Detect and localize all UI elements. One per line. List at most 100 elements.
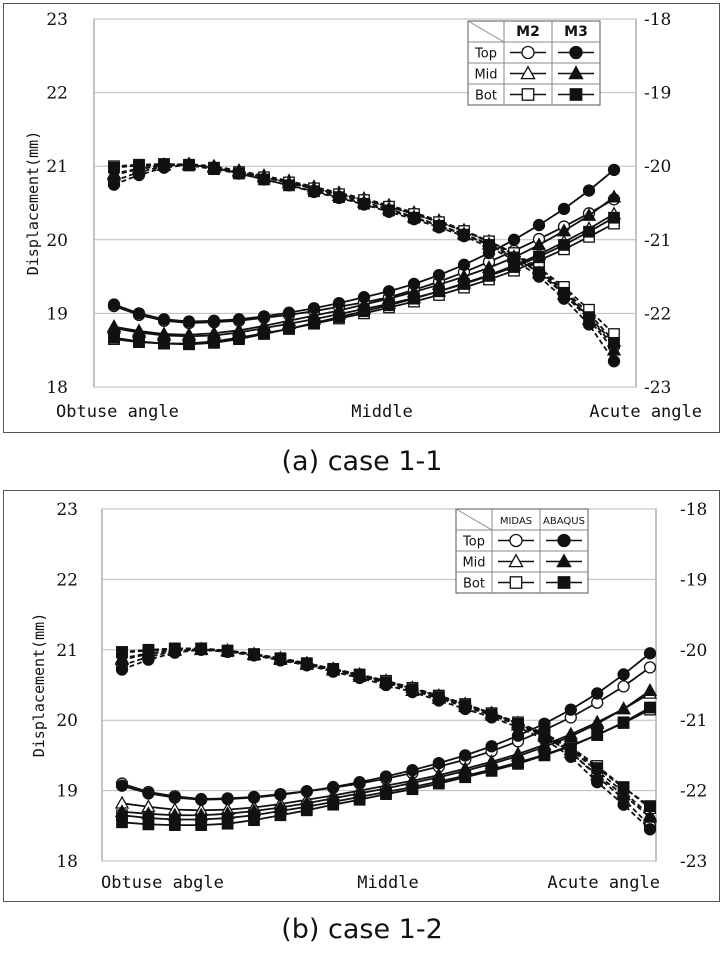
chart-a-point [383,299,395,312]
chart-a-point [558,239,570,251]
chart-b-ytick-right: -21 [680,711,707,731]
chart-a-point [408,211,420,224]
chart-b-point [353,793,366,806]
chart-b-point [114,652,130,666]
chart-a-point [531,237,547,251]
chart-b-legend-marker [556,553,572,568]
chart-b-legend-row-0: Top [462,535,485,550]
chart-a-point [433,285,445,298]
chart-a-point [308,185,320,198]
chart-a-point [532,218,546,232]
chart-b-point [459,749,472,762]
chart-b-legend-marker [557,576,571,589]
chart-b-point [564,703,577,716]
chart-b-point [221,792,234,806]
chart-a-legend-marker [521,88,535,101]
chart-b-ytick-left: 19 [56,782,78,802]
chart-a-point [606,342,622,356]
chart-b-ylabel: Displacement(mm) [30,613,48,758]
chart-a-point [483,269,495,282]
chart-a-point [108,161,120,174]
chart-b-series-5 [116,701,656,831]
chart-b-point [379,770,393,783]
chart-b-point [590,716,605,730]
chart-b-legend: MIDAS ABAQUS Top Mid Bot [455,508,589,594]
chart-a-point [583,225,595,238]
chart-b-point [380,788,392,800]
chart-panel-b: 23 22 21 20 19 18 -18 -19 -20 -21 -22 -23 Displaceme… [3,490,720,902]
chart-a-point [583,311,595,323]
chart-b-point [248,648,260,661]
chart-a-point [106,167,122,181]
chart-b-point [353,669,366,682]
chart-a-series-line [113,163,615,344]
chart-a-legend-marker [521,45,535,60]
chart-b-point [432,691,445,703]
chart-b-point [591,687,604,700]
chart-b-point [406,783,419,796]
chart-a-point [608,336,620,349]
chart-b-point [591,729,604,741]
chart-a-point [358,305,370,318]
chart-a-ylabel: Displacement(mm) [24,131,42,276]
chart-b-legend-marker [508,553,524,568]
chart-b-legend-row-1: Mid [462,556,485,571]
chart-a-ytick-left: 23 [46,10,68,30]
chart-a-point [607,355,621,368]
chart-a-ytick-left: 18 [46,378,68,398]
chart-a-series-11 [108,158,620,349]
chart-b-point [642,809,658,823]
chart-b-point [432,756,445,770]
chart-a-legend-marker [569,45,583,60]
chart-b-ytick-right: -18 [680,500,707,520]
chart-b-point [617,668,630,681]
chart-a-point [458,278,470,290]
chart-b-point [459,771,472,784]
chart-a-ytick-right: -22 [644,304,671,324]
chart-b-point [538,728,551,741]
chart-a-point [383,204,395,217]
chart-b-point [485,740,498,753]
chart-b-series-11 [116,643,656,812]
chart-a-ytick-left: 21 [46,157,68,177]
chart-a-legend-row-2: Bot [475,89,497,104]
chart-a-point [207,314,221,327]
chart-b-series-3 [115,647,657,806]
chart-b-point [512,757,524,770]
chart-b-legend-marker [509,576,523,589]
chart-b-ytick-left: 20 [56,711,78,731]
chart-a-point [333,191,345,203]
chart-b-point [616,787,631,801]
chart-a-point [283,179,295,192]
chart-a-point [182,315,196,328]
chart-a-point [208,163,220,176]
chart-b-point [274,809,287,822]
chart-a-ytick-right: -23 [644,378,671,398]
chart-b-xlabel-1: Middle [357,873,418,893]
chart-a-point [133,159,145,172]
chart-a-point [557,202,571,216]
caption-b: (b) case 1-2 [281,914,443,945]
chart-b-point [642,683,658,696]
chart-a-point [283,322,295,335]
chart-b-point [116,646,128,659]
chart-b-point [116,816,128,829]
chart-b-legend-col-0: MIDAS [500,516,532,527]
chart-a-ytick-left: 19 [46,304,68,324]
chart-a-point [483,239,495,251]
chart-a-point [533,266,545,279]
chart-a-point [132,307,146,320]
chart-b-point [617,781,630,794]
chart-a-point [457,258,471,271]
chart-b-point [115,663,129,676]
chart-a-point [233,167,245,180]
chart-a-series-line [113,163,615,342]
chart-b-point [644,800,656,812]
chart-b-point [142,644,155,657]
chart-a-xlabel-0: Obtuse angle [56,402,179,422]
chart-b-legend-col-1: ABAQUS [543,516,585,527]
chart-a-xlabel-1: Middle [351,402,412,422]
chart-b-point [459,699,472,712]
chart-b-point [590,767,605,781]
chart-b-point [168,819,181,831]
